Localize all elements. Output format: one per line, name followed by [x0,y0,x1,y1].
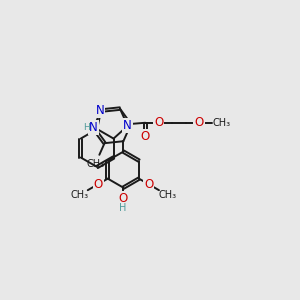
Text: H: H [83,123,89,132]
Text: O: O [194,116,204,129]
Text: O: O [154,116,164,129]
Text: CH₃: CH₃ [212,118,230,128]
Text: O: O [141,130,150,143]
Text: CH₃: CH₃ [86,159,104,169]
Text: O: O [119,192,128,205]
Text: N: N [89,122,98,134]
Text: H: H [119,202,127,212]
Text: CH₃: CH₃ [158,190,176,200]
Text: CH₃: CH₃ [70,190,88,200]
Text: O: O [94,178,103,191]
Text: N: N [96,104,104,117]
Text: N: N [123,119,132,132]
Text: O: O [144,178,153,191]
